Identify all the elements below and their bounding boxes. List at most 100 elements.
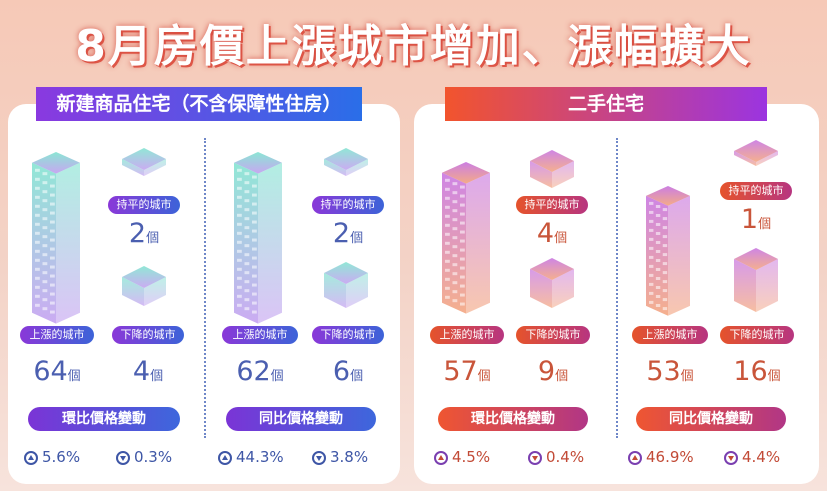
building-tower-window bbox=[460, 239, 465, 243]
building-tower-window bbox=[649, 210, 654, 214]
building-tower-window bbox=[244, 298, 250, 302]
building-tower-window bbox=[237, 240, 242, 244]
building-tower-window bbox=[655, 240, 661, 244]
building-tower-window bbox=[42, 235, 48, 239]
building-tower-top bbox=[234, 152, 282, 174]
resale-housing-header: 二手住宅 bbox=[445, 87, 767, 121]
building-tower-window bbox=[50, 274, 55, 278]
yoy-change-up: 46.9% bbox=[628, 448, 694, 466]
building-tower-window bbox=[237, 267, 242, 271]
falling-cities-count: 9個 bbox=[537, 356, 569, 387]
building-tower-window bbox=[50, 193, 55, 197]
building-tower-window bbox=[445, 268, 450, 272]
yoy-change-down: 3.8% bbox=[312, 448, 368, 466]
building-tower-window bbox=[244, 181, 250, 185]
yoy-change-up: 44.3% bbox=[218, 448, 284, 466]
building-tower-window bbox=[237, 285, 242, 289]
flat-cities-label: 持平的城市 bbox=[720, 182, 792, 200]
building-falling-left bbox=[324, 273, 346, 308]
building-tower-window bbox=[252, 301, 257, 305]
flat-cities-count: 4個 bbox=[536, 218, 568, 249]
arrow-up-icon bbox=[434, 451, 448, 465]
building-tower-window bbox=[244, 262, 250, 266]
building-tower-window bbox=[649, 228, 654, 232]
yoy-change-button: 同比價格變動 bbox=[226, 407, 376, 431]
rising-cities-count: 64個 bbox=[33, 356, 81, 387]
mom-change-up: 4.5% bbox=[434, 448, 490, 466]
building-tower-window bbox=[649, 291, 654, 295]
building-tower-window bbox=[35, 267, 40, 271]
building-tower-window bbox=[35, 258, 40, 262]
rising-cities-count: 53個 bbox=[646, 356, 694, 387]
building-tower-window bbox=[445, 223, 450, 227]
building-tower-window bbox=[42, 253, 48, 257]
building-tower-window bbox=[35, 303, 40, 307]
building-falling-right bbox=[346, 273, 368, 308]
building-tower-window bbox=[452, 236, 458, 240]
flat-cities-count: 2個 bbox=[332, 218, 364, 249]
building-tower-window bbox=[252, 238, 257, 242]
building-tower-window bbox=[237, 186, 242, 190]
building-tower-window bbox=[655, 303, 661, 307]
building-tower-window bbox=[35, 231, 40, 235]
rising-cities-label: 上漲的城市 bbox=[222, 326, 298, 344]
building-tower-window bbox=[662, 253, 668, 257]
building-tower-window bbox=[237, 213, 242, 217]
building-tower-window bbox=[42, 217, 48, 221]
building-tower-window bbox=[50, 256, 55, 260]
building-tower-window bbox=[649, 246, 654, 250]
building-tower-window bbox=[655, 231, 661, 235]
building-tower-window bbox=[460, 266, 465, 270]
falling-cities-count: 4個 bbox=[132, 356, 164, 387]
building-tower-right bbox=[668, 195, 690, 316]
flat-cities-count: 2個 bbox=[128, 218, 160, 249]
building-tower-window bbox=[50, 220, 55, 224]
flat-cities-label: 持平的城市 bbox=[108, 196, 180, 214]
building-tower-window bbox=[244, 172, 250, 176]
page-title: 8月房價上漲城市增加、漲幅擴大 bbox=[75, 21, 752, 72]
building-tower-window bbox=[237, 177, 242, 181]
mom-change-down: 0.3% bbox=[116, 448, 172, 466]
building-tower-window bbox=[42, 208, 48, 212]
building-tower-right bbox=[56, 162, 80, 324]
building-tower-window bbox=[452, 218, 458, 222]
building-tower-window bbox=[452, 299, 458, 303]
falling-cities-label: 下降的城市 bbox=[516, 326, 590, 344]
building-falling-right bbox=[756, 259, 778, 312]
building-tower-window bbox=[237, 195, 242, 199]
building-tower-window bbox=[237, 303, 242, 307]
building-falling-right bbox=[552, 269, 574, 308]
building-tower-window bbox=[50, 310, 55, 314]
building-tower-window bbox=[35, 294, 40, 298]
building-tower-window bbox=[460, 248, 465, 252]
building-tower-window bbox=[42, 172, 48, 176]
building-tower-window bbox=[35, 195, 40, 199]
building-tower-window bbox=[50, 301, 55, 305]
building-tower-top bbox=[32, 152, 80, 174]
building-tower-window bbox=[662, 208, 668, 212]
building-tower-window bbox=[655, 294, 661, 298]
new-housing-divider bbox=[204, 138, 206, 438]
building-tower-window bbox=[35, 177, 40, 181]
building-tower-window bbox=[244, 199, 250, 203]
building-tower-window bbox=[244, 235, 250, 239]
building-tower-window bbox=[655, 276, 661, 280]
building-tower-window bbox=[655, 249, 661, 253]
building-flat-left bbox=[122, 159, 144, 176]
building-tower-window bbox=[42, 271, 48, 275]
falling-cities-count: 16個 bbox=[733, 356, 781, 387]
arrow-down-icon bbox=[724, 451, 738, 465]
building-tower-window bbox=[237, 276, 242, 280]
building-tower-window bbox=[237, 231, 242, 235]
building-tower-window bbox=[252, 229, 257, 233]
building-tower-window bbox=[237, 249, 242, 253]
building-flat-right bbox=[346, 159, 368, 176]
building-tower-window bbox=[35, 222, 40, 226]
building-tower-window bbox=[35, 240, 40, 244]
building-tower-window bbox=[35, 213, 40, 217]
yoy-change-down: 4.4% bbox=[724, 448, 780, 466]
building-tower-window bbox=[35, 204, 40, 208]
building-tower-window bbox=[42, 190, 48, 194]
building-tower-window bbox=[35, 249, 40, 253]
